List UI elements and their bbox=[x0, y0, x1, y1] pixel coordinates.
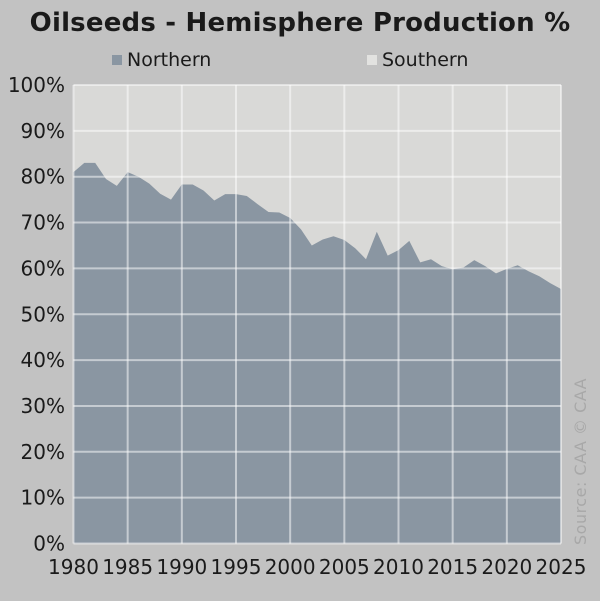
y-tick-label: 30% bbox=[21, 394, 65, 418]
legend-swatch-northern bbox=[112, 55, 122, 65]
source-note: Source: CAA © CAA bbox=[571, 378, 590, 545]
y-tick-label: 0% bbox=[33, 532, 65, 556]
x-tick-label: 2000 bbox=[265, 555, 316, 579]
northern-area bbox=[73, 162, 561, 544]
y-tick-label: 100% bbox=[8, 73, 65, 97]
y-axis-labels: 0% 10% 20% 30% 40% 50% 60% 70% 80% 90% 100% bbox=[8, 73, 65, 556]
chart-title: Oilseeds - Hemisphere Production % bbox=[29, 8, 571, 38]
x-tick-label: 2015 bbox=[427, 555, 478, 579]
y-tick-label: 10% bbox=[21, 486, 65, 510]
gridlines bbox=[72, 84, 562, 545]
y-tick-label: 80% bbox=[21, 165, 65, 189]
y-tick-label: 60% bbox=[21, 256, 65, 280]
legend-item-northern: Northern bbox=[112, 49, 211, 71]
y-tick-label: 90% bbox=[21, 119, 65, 143]
y-tick-label: 20% bbox=[21, 440, 65, 464]
x-tick-label: 2005 bbox=[319, 555, 370, 579]
legend-swatch-southern bbox=[367, 55, 377, 65]
legend-item-southern: Southern bbox=[367, 49, 468, 71]
x-tick-label: 1985 bbox=[102, 555, 153, 579]
x-tick-label: 2010 bbox=[373, 555, 424, 579]
x-tick-label: 2020 bbox=[481, 555, 532, 579]
x-tick-label: 1995 bbox=[211, 555, 262, 579]
legend-label-northern: Northern bbox=[127, 49, 212, 71]
legend-label-southern: Southern bbox=[382, 49, 469, 71]
x-tick-label: 2025 bbox=[536, 555, 587, 579]
y-tick-label: 70% bbox=[21, 211, 65, 235]
x-axis-labels: 1980 1985 1990 1995 2000 2005 2010 2015 2020 2025 bbox=[48, 555, 586, 579]
y-tick-label: 50% bbox=[21, 302, 65, 326]
x-tick-label: 1980 bbox=[48, 555, 99, 579]
legend: Northern Southern bbox=[0, 49, 600, 71]
x-tick-label: 1990 bbox=[156, 555, 207, 579]
y-tick-label: 40% bbox=[21, 348, 65, 372]
